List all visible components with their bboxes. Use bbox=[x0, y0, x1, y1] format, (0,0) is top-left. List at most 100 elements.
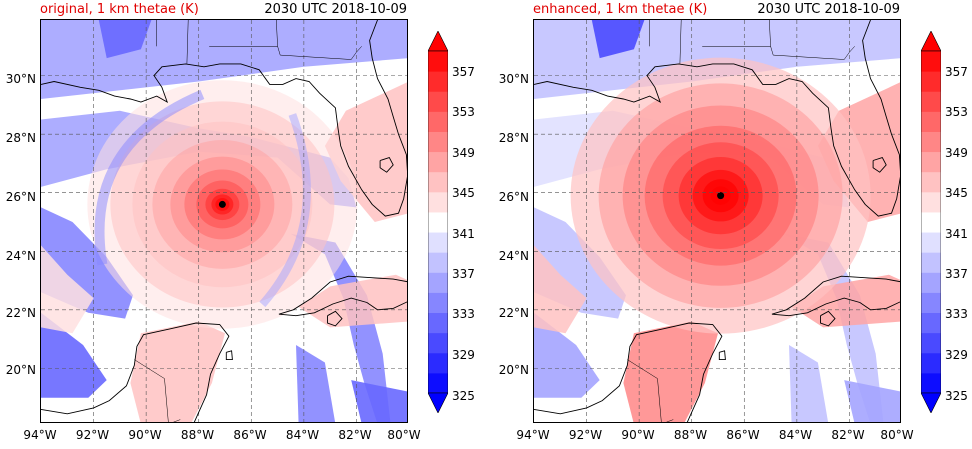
colorbar-segment bbox=[428, 312, 448, 334]
colorbar-segment bbox=[428, 131, 448, 153]
colorbar-segment bbox=[921, 211, 941, 233]
colorbar-segment bbox=[921, 151, 941, 173]
coastline bbox=[327, 310, 343, 327]
panel-title: original, 1 km thetae (K) bbox=[40, 2, 199, 17]
warm-region bbox=[791, 274, 900, 328]
cool-region bbox=[789, 345, 829, 422]
gridlines-layer bbox=[41, 20, 407, 422]
colorbar-extend-min bbox=[921, 392, 941, 413]
coastline-layer bbox=[41, 20, 407, 422]
panel-title: enhanced, 1 km thetae (K) bbox=[533, 2, 708, 17]
lon-label: 94°W bbox=[516, 428, 550, 442]
lat-label: 20°N bbox=[498, 363, 529, 377]
coastline bbox=[820, 310, 836, 327]
colorbar-tick-label: 333 bbox=[945, 307, 968, 321]
colorbar-segment bbox=[428, 211, 448, 233]
border-line bbox=[186, 20, 189, 64]
colorbar bbox=[428, 31, 448, 413]
lon-label: 80°W bbox=[880, 428, 914, 442]
rainband bbox=[94, 89, 205, 266]
cool-region bbox=[351, 380, 407, 422]
colorbar-tick-label: 345 bbox=[945, 186, 968, 200]
colorbar-tick-label: 325 bbox=[945, 389, 968, 403]
lon-label: 94°W bbox=[23, 428, 57, 442]
colorbar-segment bbox=[921, 171, 941, 193]
coastline bbox=[41, 322, 230, 422]
colorbar-tick-label: 349 bbox=[945, 146, 968, 160]
panel-timestamp: 2030 UTC 2018-10-09 bbox=[264, 2, 407, 17]
colorbar-tick-label: 329 bbox=[945, 348, 968, 362]
lon-label: 86°W bbox=[726, 428, 760, 442]
enhanced-panel: enhanced, 1 km thetae (K) 2030 UTC 2018-… bbox=[493, 0, 972, 449]
coastline bbox=[278, 275, 407, 317]
storm-eye-marker bbox=[218, 200, 226, 208]
colorbar-tick-label: 329 bbox=[452, 348, 475, 362]
lat-label: 30°N bbox=[5, 72, 36, 86]
coastline bbox=[771, 275, 900, 317]
cool-region bbox=[296, 345, 336, 422]
colorbar-tick-label: 357 bbox=[945, 65, 968, 79]
coastline-layer bbox=[534, 20, 900, 422]
lat-label: 30°N bbox=[498, 72, 529, 86]
lon-label: 88°W bbox=[180, 428, 215, 442]
lon-label: 84°W bbox=[285, 428, 320, 442]
lon-label: 82°W bbox=[831, 428, 865, 442]
cool-region bbox=[98, 20, 152, 59]
colorbar-tick-label: 333 bbox=[452, 307, 475, 321]
border-line bbox=[134, 359, 169, 422]
coastline bbox=[718, 350, 726, 361]
lat-label: 24°N bbox=[5, 249, 36, 263]
colorbar-segment bbox=[921, 292, 941, 314]
colorbar-segment bbox=[921, 131, 941, 153]
colorbar-segment bbox=[428, 91, 448, 112]
colorbar-segment bbox=[921, 312, 941, 334]
lon-label: 84°W bbox=[778, 428, 813, 442]
warm-region bbox=[534, 245, 587, 334]
colorbar-segment bbox=[428, 111, 448, 132]
warm-region bbox=[41, 245, 94, 334]
cool-region bbox=[534, 312, 600, 398]
lon-label: 90°W bbox=[128, 428, 162, 442]
field-layer bbox=[41, 20, 407, 422]
colorbar-segment bbox=[428, 272, 448, 293]
colorbar-segment bbox=[428, 171, 448, 193]
colorbar-segment bbox=[921, 232, 941, 253]
lat-label: 28°N bbox=[498, 131, 529, 145]
colorbar-extend-min bbox=[428, 392, 448, 413]
lat-label: 28°N bbox=[5, 131, 36, 145]
lon-label: 86°W bbox=[233, 428, 267, 442]
thetae-map bbox=[533, 19, 901, 423]
cool-region bbox=[41, 312, 107, 398]
warm-region bbox=[298, 274, 407, 328]
cool-region bbox=[290, 233, 391, 422]
colorbar-tick-label: 353 bbox=[945, 105, 968, 119]
colorbar-segment bbox=[921, 252, 941, 273]
coastline bbox=[225, 350, 233, 361]
lon-label: 88°W bbox=[673, 428, 708, 442]
colorbar-tick-label: 341 bbox=[945, 227, 968, 241]
rainband bbox=[259, 113, 311, 308]
colorbar-segment bbox=[428, 51, 448, 72]
colorbar-segment bbox=[921, 272, 941, 293]
colorbar-segment bbox=[921, 332, 941, 354]
colorbar-segment bbox=[428, 332, 448, 354]
border-line bbox=[666, 419, 674, 422]
lat-label: 26°N bbox=[5, 190, 36, 204]
lon-label: 80°W bbox=[387, 428, 421, 442]
cool-region bbox=[783, 233, 884, 422]
coastline bbox=[872, 157, 887, 173]
lat-label: 22°N bbox=[5, 306, 36, 320]
original-panel: original, 1 km thetae (K) 2030 UTC 2018-… bbox=[5, 2, 475, 442]
colorbar-segment bbox=[428, 191, 448, 213]
colorbar-segment bbox=[921, 51, 941, 72]
colorbar-segment bbox=[428, 232, 448, 253]
colorbar-tick-label: 345 bbox=[452, 186, 475, 200]
colorbar-tick-label: 357 bbox=[452, 65, 475, 79]
lon-label: 92°W bbox=[75, 428, 110, 442]
lat-label: 20°N bbox=[5, 363, 36, 377]
colorbar-segment bbox=[428, 71, 448, 92]
colorbar-segment bbox=[428, 292, 448, 314]
lon-label: 90°W bbox=[621, 428, 655, 442]
field-layer bbox=[534, 20, 900, 422]
border-line bbox=[702, 20, 771, 47]
